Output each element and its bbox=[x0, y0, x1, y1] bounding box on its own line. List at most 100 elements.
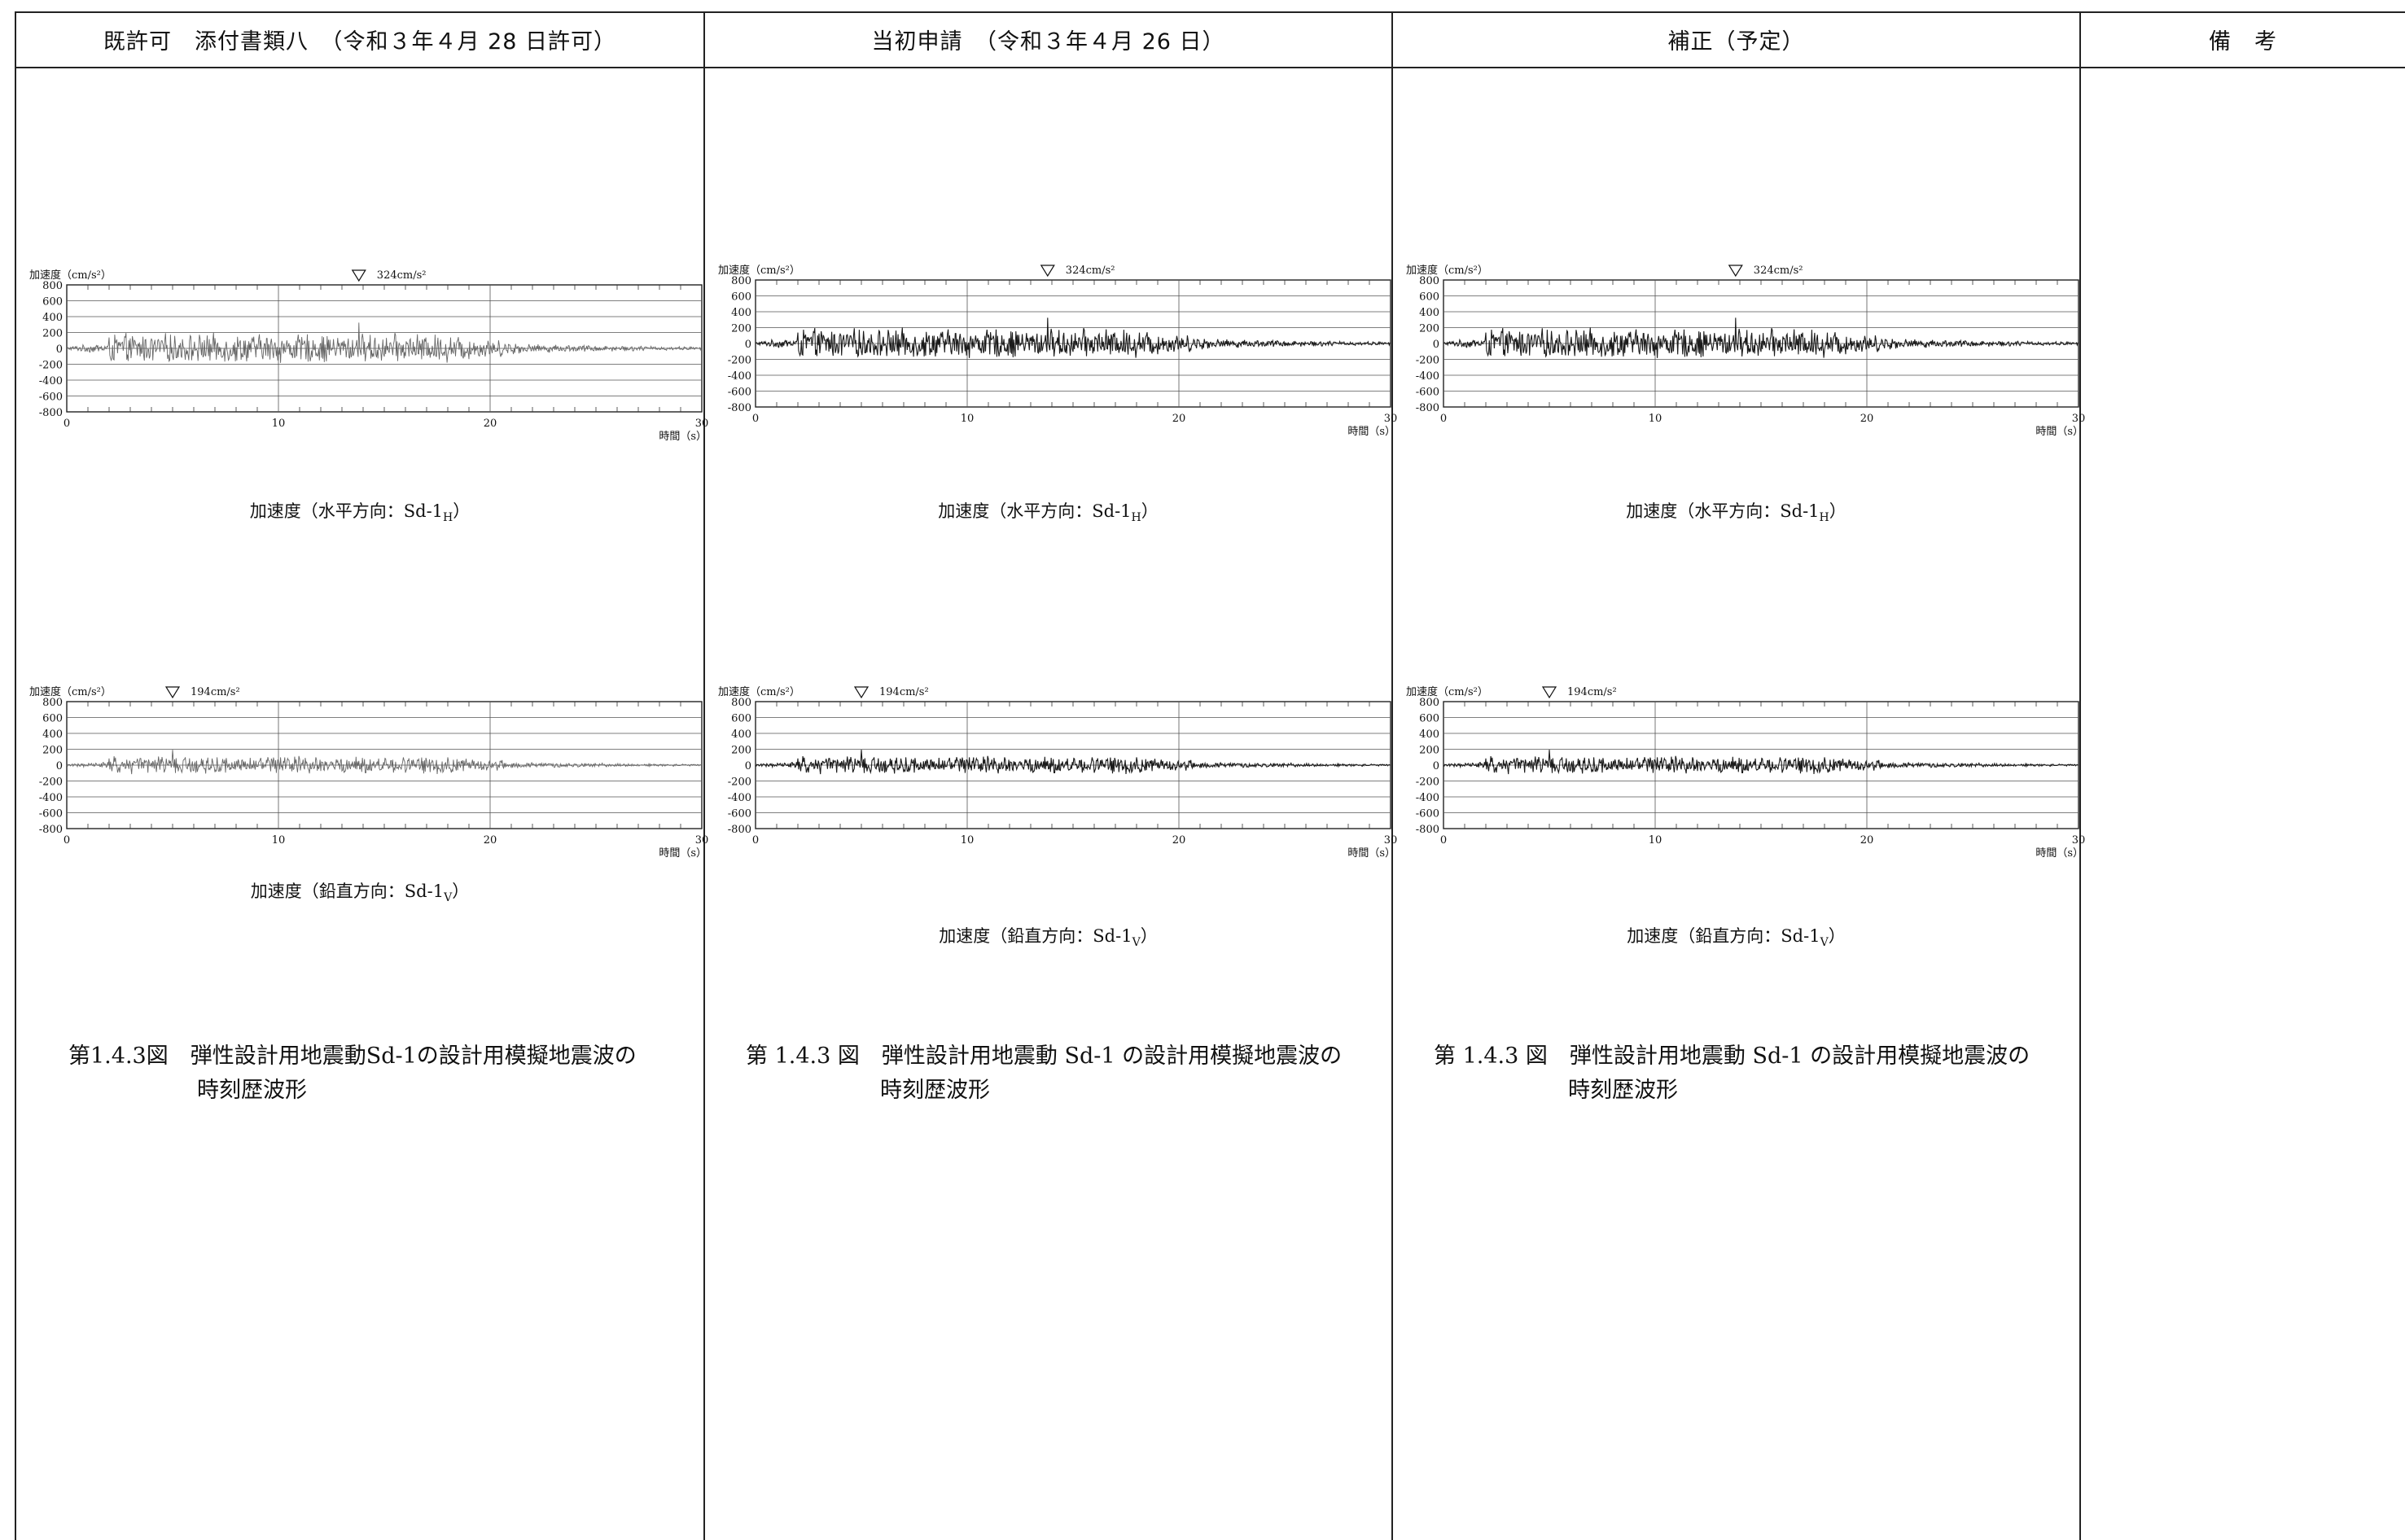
acceleration-waveform bbox=[66, 322, 703, 363]
y-tick-label: -800 bbox=[39, 824, 63, 836]
acceleration-waveform bbox=[755, 317, 1391, 358]
horizontal-chart-caption: 加速度（水平方向：Sd-1H） bbox=[249, 501, 471, 525]
y-tick-label: 0 bbox=[1433, 339, 1439, 351]
x-tick-label: 30 bbox=[1384, 413, 1398, 425]
y-axis-label: 加速度（cm/s²） bbox=[718, 264, 800, 277]
x-axis-label: 時間（s） bbox=[1347, 426, 1395, 438]
header-existing-permit: 既許可 添付書類八 （令和３年４月 28 日許可） bbox=[103, 28, 617, 55]
acceleration-waveform bbox=[755, 750, 1391, 775]
x-tick-label: 10 bbox=[272, 418, 286, 430]
x-tick-label: 30 bbox=[695, 418, 709, 430]
x-tick-label: 30 bbox=[2072, 834, 2086, 847]
y-tick-label: -200 bbox=[1416, 355, 1439, 367]
x-tick-label: 10 bbox=[1649, 834, 1662, 847]
peak-label: 194cm/s² bbox=[879, 686, 929, 698]
figure-title-cont: 時刻歴波形 bbox=[1568, 1078, 1678, 1103]
x-tick-label: 30 bbox=[695, 834, 709, 847]
x-tick-label: 10 bbox=[272, 834, 286, 847]
y-tick-label: 0 bbox=[56, 343, 63, 356]
x-tick-label: 30 bbox=[1384, 834, 1398, 847]
x-tick-label: 20 bbox=[1860, 834, 1874, 847]
header-initial-application: 当初申請 （令和３年４月 26 日） bbox=[871, 28, 1225, 55]
x-tick-label: 0 bbox=[64, 834, 70, 847]
y-tick-label: 200 bbox=[1419, 323, 1439, 335]
y-tick-label: 0 bbox=[745, 339, 751, 351]
x-tick-label: 10 bbox=[961, 413, 975, 425]
y-tick-label: 0 bbox=[56, 760, 63, 772]
y-axis-label: 加速度（cm/s²） bbox=[718, 685, 800, 698]
figure-title-cont: 時刻歴波形 bbox=[880, 1078, 990, 1103]
y-tick-label: 600 bbox=[42, 713, 63, 725]
y-tick-label: -600 bbox=[728, 808, 751, 820]
x-tick-label: 30 bbox=[2072, 413, 2086, 425]
y-tick-label: 800 bbox=[42, 697, 63, 709]
y-axis-label: 加速度（cm/s²） bbox=[1406, 264, 1488, 277]
vertical-chart-caption: 加速度（鉛直方向：Sd-1V） bbox=[1627, 926, 1846, 950]
x-tick-label: 10 bbox=[961, 834, 975, 847]
y-tick-label: 200 bbox=[731, 745, 751, 757]
y-tick-label: 200 bbox=[42, 328, 63, 340]
y-tick-label: -800 bbox=[728, 824, 751, 836]
figure-title-cont: 時刻歴波形 bbox=[197, 1078, 307, 1103]
y-tick-label: -200 bbox=[39, 360, 63, 372]
y-tick-label: 800 bbox=[42, 280, 63, 292]
y-tick-label: -400 bbox=[39, 375, 63, 387]
y-tick-label: -400 bbox=[1416, 792, 1439, 804]
x-tick-label: 20 bbox=[1172, 834, 1186, 847]
x-tick-label: 0 bbox=[64, 418, 70, 430]
y-tick-label: 800 bbox=[1419, 275, 1439, 287]
y-tick-label: 600 bbox=[731, 291, 751, 304]
x-axis-label: 時間（s） bbox=[1347, 847, 1395, 860]
column-remarks bbox=[2081, 68, 2405, 1533]
column-divider bbox=[703, 11, 705, 1540]
x-axis-label: 時間（s） bbox=[659, 847, 707, 860]
y-tick-label: 0 bbox=[1433, 760, 1439, 772]
column-divider bbox=[2079, 11, 2081, 1540]
header-divider bbox=[15, 67, 2405, 68]
y-tick-label: -800 bbox=[39, 407, 63, 419]
y-tick-label: 600 bbox=[731, 713, 751, 725]
y-tick-label: -600 bbox=[1416, 387, 1439, 399]
x-tick-label: 20 bbox=[1860, 413, 1874, 425]
figure-title: 第 1.4.3 図 弾性設計用地震動 Sd-1 の設計用模擬地震波の bbox=[746, 1043, 1343, 1069]
peak-label: 324cm/s² bbox=[377, 269, 427, 282]
y-tick-label: -200 bbox=[728, 777, 751, 789]
peak-label: 324cm/s² bbox=[1754, 265, 1803, 277]
y-tick-label: 200 bbox=[1419, 745, 1439, 757]
figure-title: 第1.4.3図 弾性設計用地震動Sd-1の設計用模擬地震波の bbox=[68, 1043, 637, 1069]
x-tick-label: 20 bbox=[1172, 413, 1186, 425]
y-tick-label: 400 bbox=[1419, 728, 1439, 741]
acceleration-waveform bbox=[1443, 750, 2079, 775]
horizontal-chart-caption: 加速度（水平方向：Sd-1H） bbox=[938, 501, 1159, 525]
x-tick-label: 20 bbox=[484, 834, 497, 847]
y-tick-label: 800 bbox=[1419, 697, 1439, 709]
peak-marker-icon bbox=[853, 686, 870, 699]
y-tick-label: -800 bbox=[728, 402, 751, 414]
y-tick-label: 400 bbox=[731, 728, 751, 741]
x-tick-label: 0 bbox=[752, 413, 759, 425]
header-remarks: 備 考 bbox=[2209, 28, 2277, 55]
peak-label: 194cm/s² bbox=[1567, 686, 1617, 698]
vertical-chart-caption: 加速度（鉛直方向：Sd-1V） bbox=[250, 882, 470, 905]
y-tick-label: -400 bbox=[728, 370, 751, 383]
x-tick-label: 0 bbox=[1440, 413, 1447, 425]
y-tick-label: -200 bbox=[39, 777, 63, 789]
x-axis-label: 時間（s） bbox=[2035, 426, 2083, 438]
y-tick-label: 600 bbox=[42, 296, 63, 308]
y-tick-label: -400 bbox=[1416, 370, 1439, 383]
vertical-chart-caption: 加速度（鉛直方向：Sd-1V） bbox=[939, 926, 1158, 950]
peak-marker-icon bbox=[1728, 265, 1743, 278]
y-tick-label: 200 bbox=[731, 323, 751, 335]
y-tick-label: 800 bbox=[731, 697, 751, 709]
y-tick-label: -600 bbox=[728, 387, 751, 399]
table-border-top bbox=[15, 11, 2405, 13]
x-tick-label: 20 bbox=[484, 418, 497, 430]
peak-label: 324cm/s² bbox=[1066, 265, 1115, 277]
peak-marker-icon bbox=[351, 269, 366, 282]
